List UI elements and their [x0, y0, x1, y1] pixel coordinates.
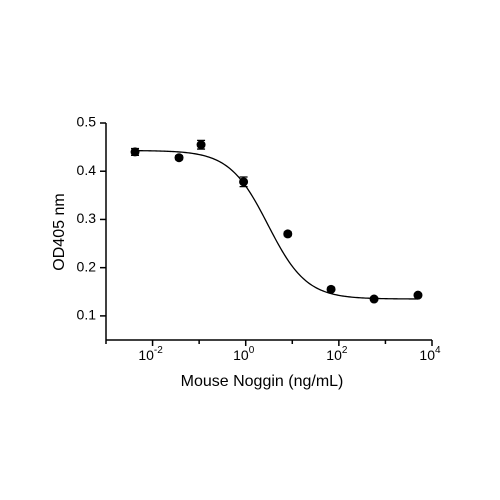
x-tick-base: 10 [138, 347, 154, 363]
data-point [130, 147, 140, 157]
y-tick-label: 0.5 [77, 114, 97, 130]
x-tick-exponent: 2 [342, 345, 348, 356]
y-tick-label: 0.1 [77, 307, 97, 323]
y-tick-label: 0.2 [77, 258, 97, 274]
x-tick-label: 10-2 [138, 345, 163, 363]
x-axis-label: Mouse Noggin (ng/mL) [181, 373, 344, 390]
data-point [413, 290, 423, 300]
x-tick-base: 10 [419, 347, 435, 363]
x-tick-base: 10 [326, 347, 342, 363]
x-tick-base: 10 [233, 347, 249, 363]
x-tick-label: 104 [419, 345, 441, 363]
x-tick-exponent: -2 [154, 345, 163, 356]
data-point [283, 229, 293, 239]
data-point [326, 284, 336, 294]
data-point [196, 140, 206, 150]
data-point [174, 153, 184, 163]
x-tick-label: 100 [233, 345, 255, 363]
y-tick-label: 0.4 [77, 162, 97, 178]
x-tick-label: 102 [326, 345, 348, 363]
data-point [239, 177, 249, 187]
x-tick-exponent: 0 [249, 345, 255, 356]
data-point [369, 294, 379, 304]
x-tick-exponent: 4 [435, 345, 441, 356]
y-axis-label: OD405 nm [51, 193, 68, 270]
fit-curve [135, 149, 418, 300]
y-tick-label: 0.3 [77, 210, 97, 226]
